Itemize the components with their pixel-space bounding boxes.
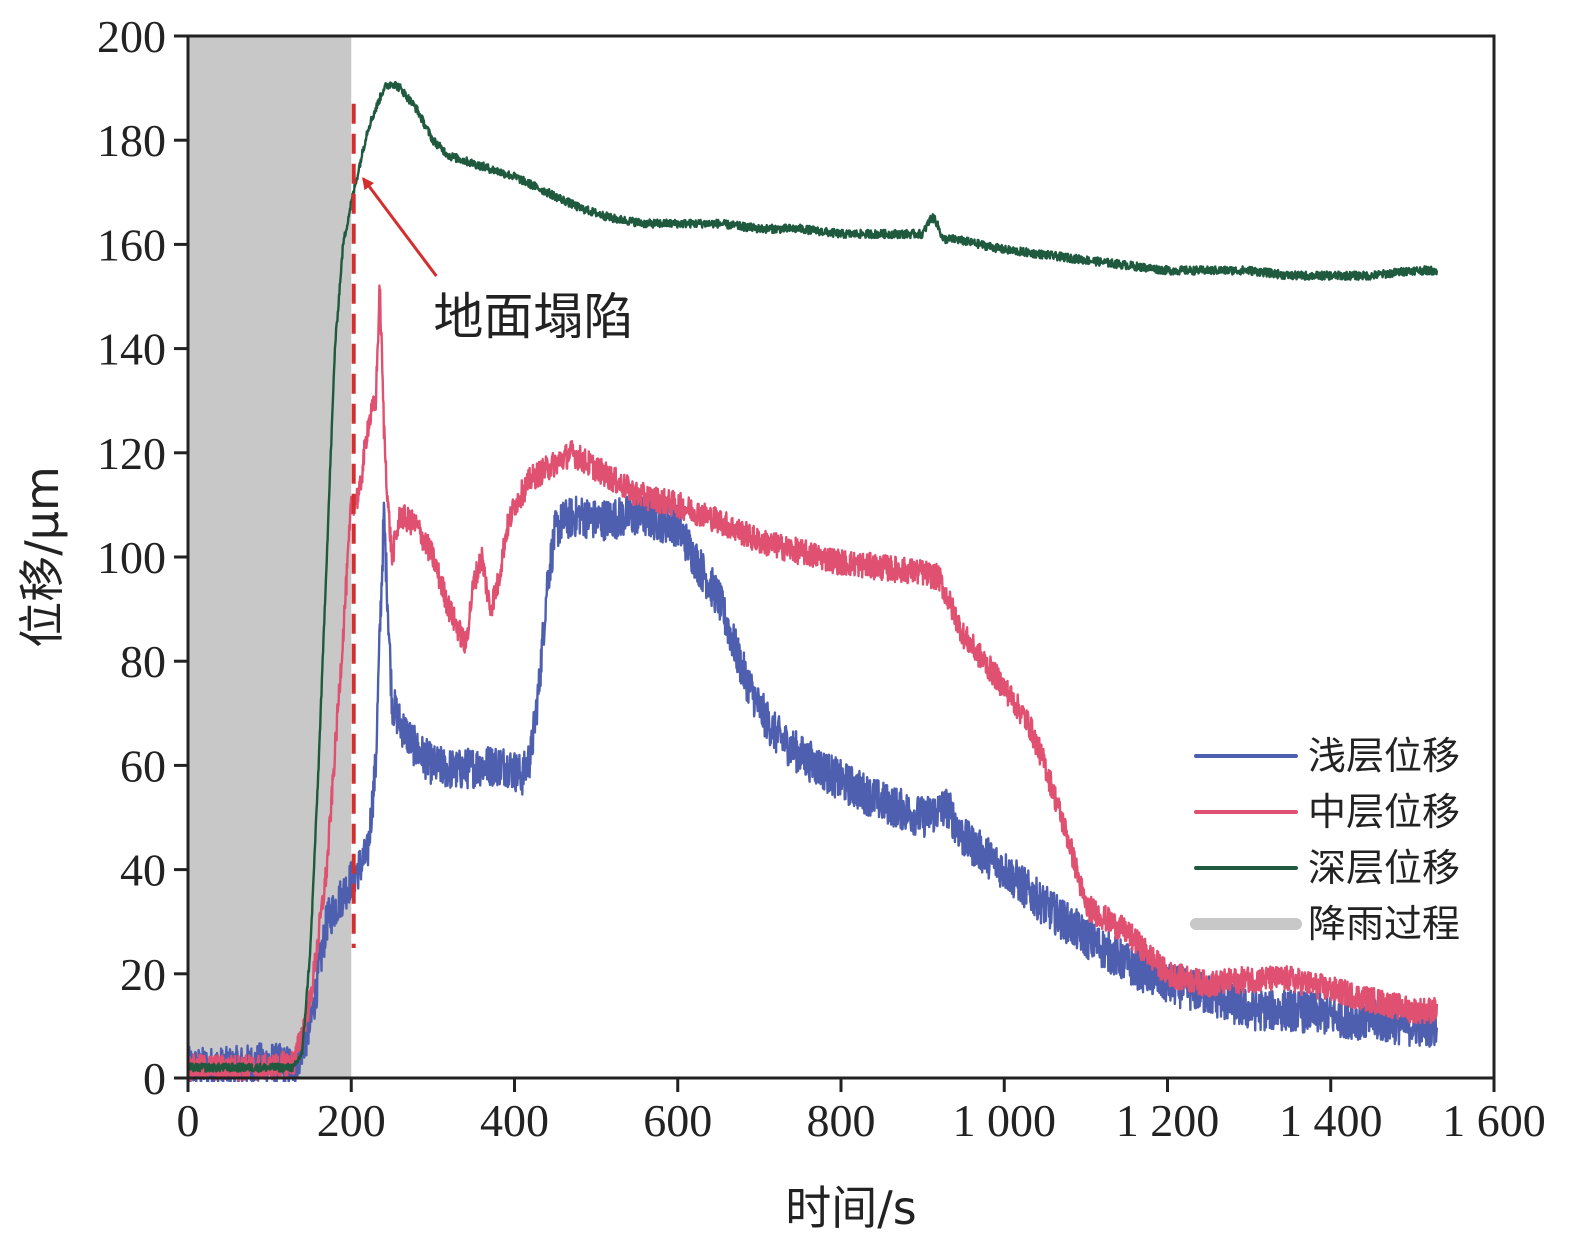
x-tick-label: 400 (480, 1095, 549, 1146)
y-tick-label: 20 (120, 949, 166, 1000)
y-tick-label: 0 (143, 1053, 166, 1104)
y-axis-ticks: 0 20 40 60 80 100 120 140 160 180 200 (97, 11, 188, 1104)
series-line-1 (188, 495, 1439, 1082)
annotation-arrow (362, 177, 438, 277)
y-tick-label: 120 (97, 428, 166, 479)
legend-label: 浅层位移 (1308, 734, 1460, 778)
series-layer (188, 80, 1439, 1082)
y-tick-label: 160 (97, 219, 166, 270)
x-tick-label: 1 400 (1279, 1095, 1383, 1146)
x-tick-label: 1 200 (1116, 1095, 1220, 1146)
x-axis-ticks: 0 200 400 600 800 1 000 1 200 1 400 1 600 (177, 1078, 1546, 1146)
x-tick-label: 0 (177, 1095, 200, 1146)
y-tick-label: 80 (120, 636, 166, 687)
y-tick-label: 180 (97, 115, 166, 166)
y-tick-label: 100 (97, 532, 166, 583)
y-tick-label: 40 (120, 845, 166, 896)
x-tick-label: 200 (317, 1095, 386, 1146)
legend-label: 降雨过程 (1308, 902, 1460, 946)
y-axis-title: 位移/μm (15, 466, 69, 648)
x-tick-label: 800 (807, 1095, 876, 1146)
legend-label: 中层位移 (1308, 790, 1460, 834)
x-tick-label: 1 000 (953, 1095, 1057, 1146)
y-tick-label: 140 (97, 324, 166, 375)
x-axis-title: 时间/s (785, 1181, 916, 1235)
y-tick-label: 200 (97, 11, 166, 62)
annotation-text: 地面塌陷 (433, 288, 633, 346)
y-tick-label: 60 (120, 740, 166, 791)
series-line-3 (188, 80, 1439, 1073)
legend-label: 深层位移 (1308, 846, 1460, 890)
series-line-2 (188, 284, 1439, 1082)
x-tick-label: 600 (643, 1095, 712, 1146)
x-tick-label: 1 600 (1442, 1095, 1546, 1146)
